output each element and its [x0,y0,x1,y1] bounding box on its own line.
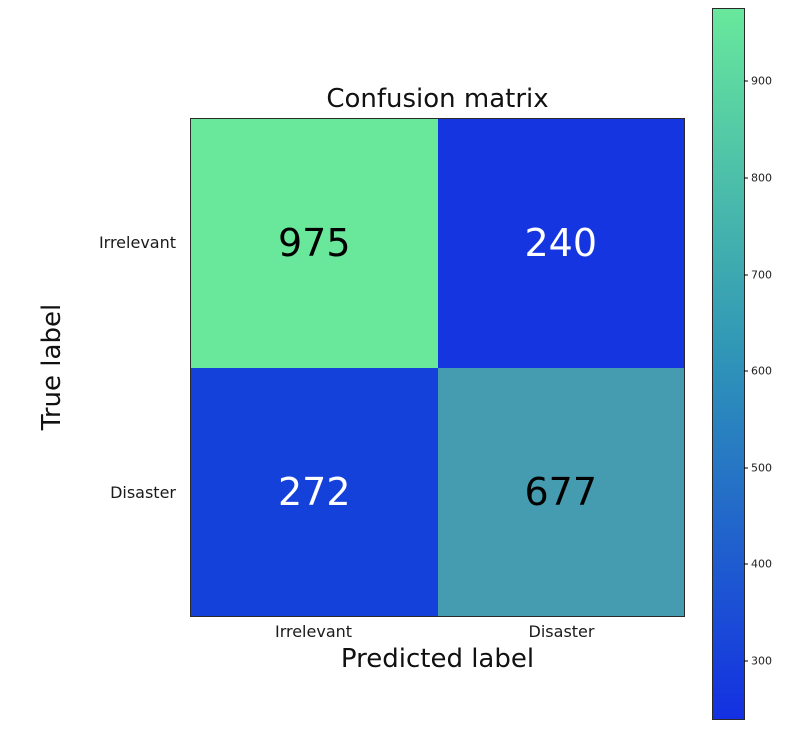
colorbar-tick-900: 900 [744,75,772,88]
x-axis-label: Predicted label [340,644,535,674]
colorbar-tick-800: 800 [744,172,772,185]
colorbar-tick-300: 300 [744,655,772,668]
colorbar-tick-label: 700 [751,268,772,282]
colorbar: 300 400 500 600 700 800 900 [712,8,772,720]
matrix-cell-r1c0: 272 [191,367,438,616]
colorbar-tick-mark [744,80,748,82]
colorbar-tick-700: 700 [744,268,772,281]
colorbar-tick-mark [744,274,748,276]
colorbar-tick-label: 500 [751,461,772,475]
matrix-cell-r0c1: 240 [437,119,684,368]
colorbar-tick-mark [744,370,748,372]
colorbar-tick-mark [744,660,748,662]
colorbar-tick-mark [744,177,748,179]
y-tick-irrelevant: Irrelevant [98,233,176,252]
colorbar-tick-mark [744,467,748,469]
colorbar-tick-label: 600 [751,364,772,378]
x-tick-disaster: Disaster [528,622,595,641]
chart-title: Confusion matrix [326,84,549,114]
matrix-cell-r1c1: 677 [437,367,684,616]
colorbar-tick-400: 400 [744,558,772,571]
x-tick-irrelevant: Irrelevant [274,622,353,641]
colorbar-tick-mark [744,563,748,565]
matrix-cell-r0c0: 975 [191,119,438,368]
colorbar-tick-label: 400 [751,557,772,571]
heatmap-grid: 975 240 272 677 [190,118,685,617]
y-axis-label: True label [37,303,67,431]
colorbar-tick-label: 800 [751,171,772,185]
colorbar-tick-label: 300 [751,654,772,668]
colorbar-tick-600: 600 [744,365,772,378]
y-tick-disaster: Disaster [110,483,176,502]
colorbar-tick-label: 900 [751,74,772,88]
colorbar-tick-500: 500 [744,461,772,474]
